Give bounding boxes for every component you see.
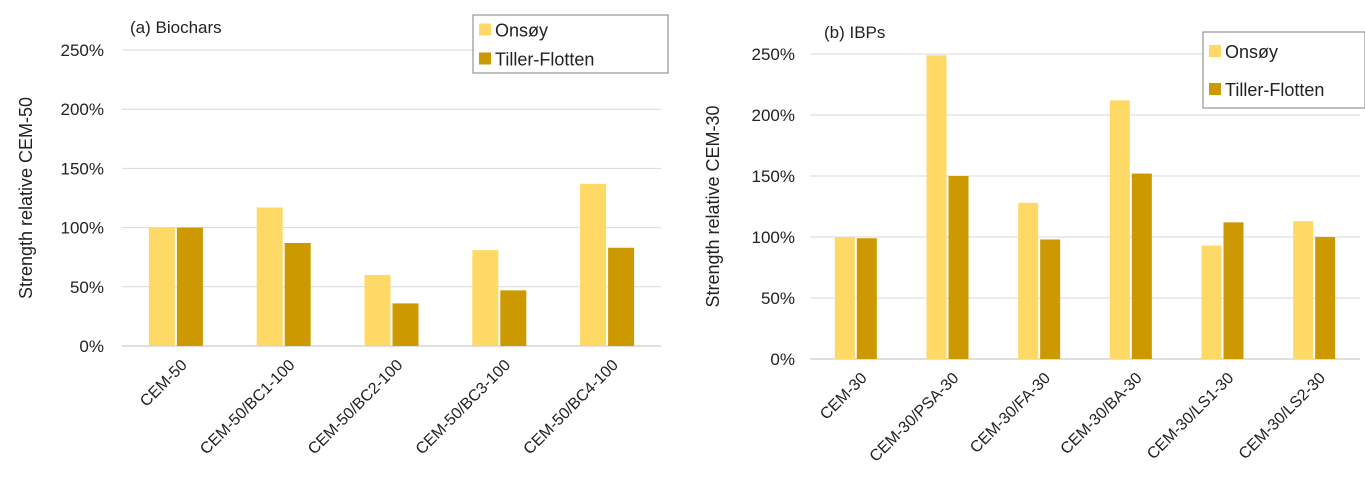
y-tick-label: 50% xyxy=(761,289,795,308)
legend-box xyxy=(472,14,669,74)
x-tick-label: CEM-30/LS2-30 xyxy=(1236,370,1329,463)
chart-panel-a: 0% 50% 100% 150% 200% 250% Strength relative C… xyxy=(16,14,669,458)
legend: Onsøy Tiller-Flotten xyxy=(1202,31,1365,109)
y-tick-label: 200% xyxy=(752,106,795,125)
x-tick-label: CEM-50/BC1-100 xyxy=(197,357,298,458)
x-tick-label: CEM-30/BA-30 xyxy=(1058,370,1146,458)
x-tick-label: CEM-30/LS1-30 xyxy=(1144,370,1237,463)
legend-swatch-onsoy xyxy=(479,23,491,36)
legend-swatch-tiller-flotten xyxy=(1209,83,1221,95)
chart-title: (b) IBPs xyxy=(824,23,885,42)
y-tick-label: 0% xyxy=(79,337,104,356)
bar-tiller-flotten xyxy=(948,176,969,359)
y-tick-label: 250% xyxy=(61,41,104,60)
y-axis-label: Strength relative CEM-50 xyxy=(16,97,36,299)
bar-onsoy xyxy=(926,55,947,359)
bar-onsoy xyxy=(1018,202,1039,359)
legend-label: Tiller-Flotten xyxy=(1225,80,1324,100)
bar-tiller-flotten xyxy=(500,290,527,346)
y-axis-label: Strength relative CEM-30 xyxy=(703,105,723,307)
legend-label: Onsøy xyxy=(495,21,548,41)
x-tick-label: CEM-50/BC2-100 xyxy=(305,357,406,458)
y-tick-label: 0% xyxy=(770,350,795,369)
y-tick-label: 150% xyxy=(61,159,104,178)
y-tick-label: 150% xyxy=(752,167,795,186)
bar-tiller-flotten xyxy=(1131,173,1152,359)
legend: Onsøy Tiller-Flotten xyxy=(472,14,669,74)
chart-title: (a) Biochars xyxy=(130,18,222,37)
x-tick-label: CEM-30/FA-30 xyxy=(967,370,1054,457)
x-tick-label: CEM-30/PSA-30 xyxy=(867,370,963,466)
y-tick-label: 50% xyxy=(70,278,104,297)
bar-tiller-flotten xyxy=(1315,237,1336,359)
legend-box xyxy=(1202,31,1365,109)
bar-tiller-flotten xyxy=(1223,222,1244,359)
legend-swatch-onsoy xyxy=(1209,45,1221,57)
legend-swatch-tiller-flotten xyxy=(479,52,491,65)
bar-tiller-flotten xyxy=(176,227,203,346)
bar-onsoy xyxy=(472,250,499,346)
y-tick-label: 100% xyxy=(61,219,104,238)
bar-onsoy xyxy=(148,227,175,346)
x-tick-label: CEM-30 xyxy=(817,370,871,424)
bar-onsoy xyxy=(1293,221,1314,359)
chart-panel-b: 0% 50% 100% 150% 200% 250% Strength relative C… xyxy=(703,23,1365,465)
bar-onsoy xyxy=(834,237,855,359)
x-tick-label: CEM-50/BC4-100 xyxy=(521,357,622,458)
bar-tiller-flotten xyxy=(284,242,311,346)
bar-tiller-flotten xyxy=(608,247,635,346)
bar-tiller-flotten xyxy=(1040,239,1061,359)
bar-onsoy xyxy=(580,183,607,346)
bar-onsoy xyxy=(256,207,283,346)
y-tick-label: 200% xyxy=(61,100,104,119)
legend-label: Onsøy xyxy=(1225,42,1278,62)
bar-onsoy xyxy=(1201,245,1222,359)
x-tick-label: CEM-50 xyxy=(137,357,191,411)
bar-tiller-flotten xyxy=(856,238,877,359)
legend-label: Tiller-Flotten xyxy=(495,50,594,70)
bar-tiller-flotten xyxy=(392,303,419,346)
bar-onsoy xyxy=(1109,100,1130,360)
y-tick-label: 100% xyxy=(752,228,795,247)
bar-onsoy xyxy=(364,274,391,346)
x-tick-label: CEM-50/BC3-100 xyxy=(413,357,514,458)
y-tick-label: 250% xyxy=(752,45,795,64)
